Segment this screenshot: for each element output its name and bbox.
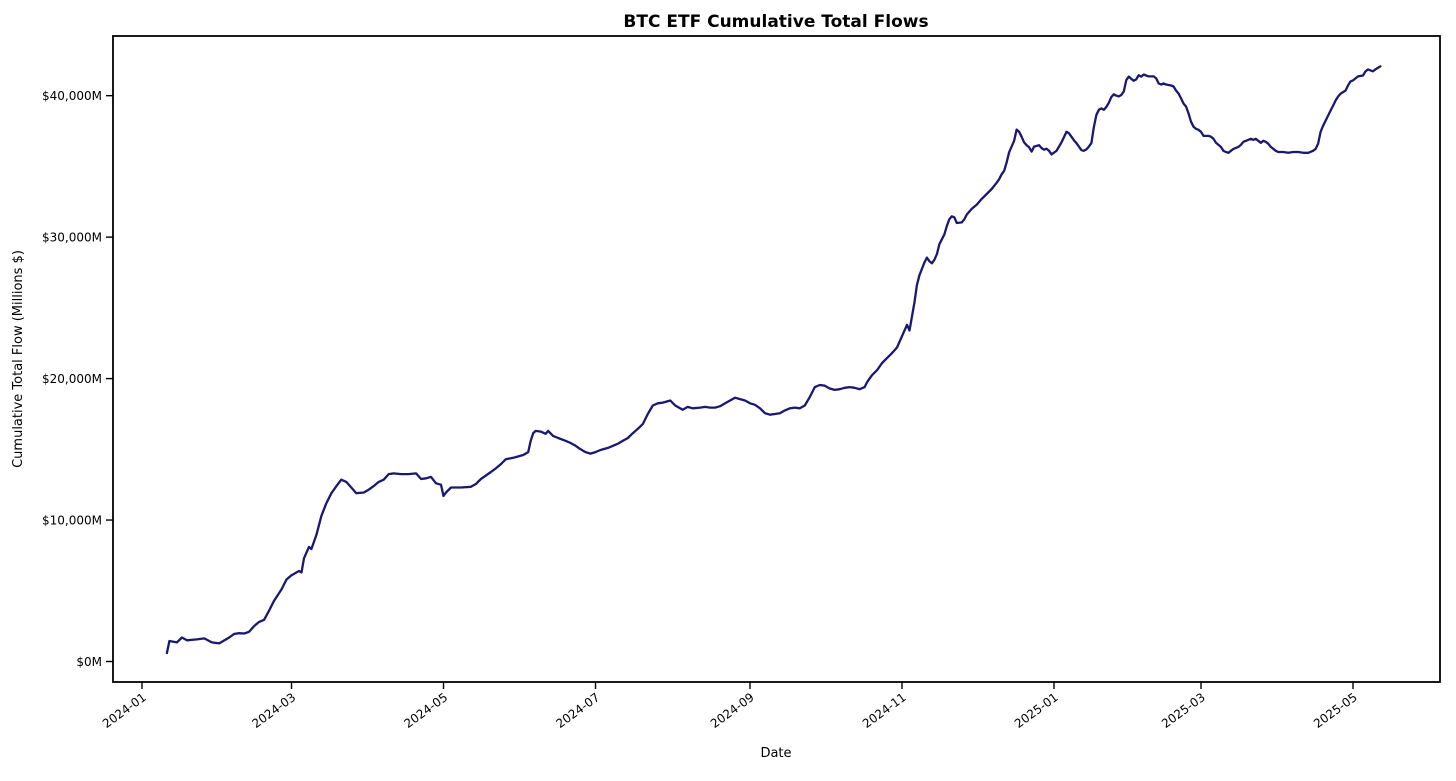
chart-title: BTC ETF Cumulative Total Flows	[623, 12, 928, 32]
y-tick-label: $30,000M	[42, 231, 102, 245]
x-axis-label: Date	[760, 746, 791, 761]
x-tick-label: 2025-01	[1012, 690, 1061, 731]
x-tick-label: 2025-03	[1159, 690, 1208, 731]
x-tick-label: 2025-05	[1311, 690, 1360, 731]
x-tick-label: 2024-09	[708, 690, 757, 731]
x-tick-label: 2024-01	[100, 690, 149, 731]
y-tick-label: $0M	[76, 655, 102, 669]
x-tick-label: 2024-11	[860, 690, 909, 731]
plot-border	[112, 35, 1441, 683]
y-axis-label: Cumulative Total Flow (Millions $)	[11, 250, 26, 468]
x-tick-label: 2024-05	[401, 690, 450, 731]
x-tick-label: 2024-03	[249, 690, 298, 731]
y-tick-label: $40,000M	[42, 89, 102, 103]
flow-line-series	[165, 65, 1382, 655]
y-tick-label: $20,000M	[42, 372, 102, 386]
axis-ticks: $0M $10,000M $20,000M $30,000M $40,000M 2024-…	[42, 89, 1360, 731]
y-tick-label: $10,000M	[42, 514, 102, 528]
x-tick-label: 2024-07	[553, 690, 602, 731]
